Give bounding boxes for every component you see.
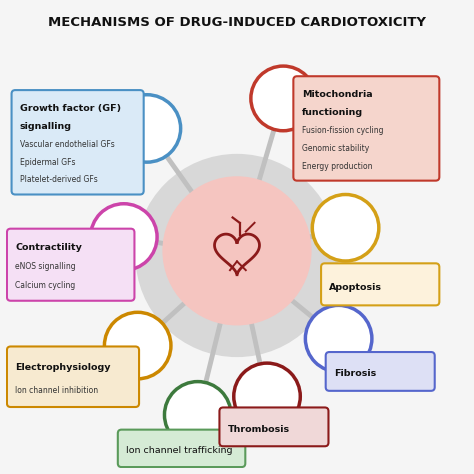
Text: Mitochondria: Mitochondria (301, 90, 372, 99)
FancyBboxPatch shape (11, 90, 144, 194)
Text: Vascular endothelial GFs: Vascular endothelial GFs (20, 139, 115, 148)
Text: Genomic stability: Genomic stability (301, 144, 369, 153)
Text: Apoptosis: Apoptosis (329, 283, 383, 292)
Text: Contractility: Contractility (15, 243, 82, 252)
Text: MECHANISMS OF DRUG-INDUCED CARDIOTOXICITY: MECHANISMS OF DRUG-INDUCED CARDIOTOXICIT… (48, 16, 426, 29)
Polygon shape (215, 234, 259, 275)
Text: Ion channel trafficking: Ion channel trafficking (126, 446, 233, 455)
Text: Electrophysiology: Electrophysiology (15, 363, 111, 372)
FancyBboxPatch shape (293, 76, 439, 181)
Text: signalling: signalling (20, 122, 72, 131)
FancyBboxPatch shape (219, 408, 328, 446)
Circle shape (305, 305, 372, 372)
FancyBboxPatch shape (326, 352, 435, 391)
Circle shape (136, 154, 338, 357)
Text: Platelet-derived GFs: Platelet-derived GFs (20, 175, 98, 184)
FancyBboxPatch shape (118, 429, 246, 467)
FancyBboxPatch shape (7, 228, 135, 301)
Circle shape (163, 176, 311, 326)
Text: eNOS signalling: eNOS signalling (15, 262, 76, 271)
Circle shape (91, 204, 157, 270)
Text: Ion channel inhibition: Ion channel inhibition (15, 386, 99, 395)
Text: Growth factor (GF): Growth factor (GF) (20, 104, 121, 113)
Text: Thrombosis: Thrombosis (228, 425, 290, 434)
Text: Fibrosis: Fibrosis (334, 369, 376, 378)
Text: functioning: functioning (301, 108, 363, 117)
Circle shape (113, 95, 181, 162)
Text: Fusion-fission cycling: Fusion-fission cycling (301, 126, 383, 135)
Text: Calcium cycling: Calcium cycling (15, 281, 75, 290)
FancyBboxPatch shape (321, 264, 439, 305)
Text: Energy production: Energy production (301, 162, 372, 171)
Circle shape (251, 66, 316, 131)
Circle shape (104, 312, 171, 379)
Circle shape (312, 194, 379, 261)
Text: Epidermal GFs: Epidermal GFs (20, 157, 75, 166)
Circle shape (164, 382, 231, 448)
FancyBboxPatch shape (7, 346, 139, 407)
Circle shape (234, 363, 301, 429)
